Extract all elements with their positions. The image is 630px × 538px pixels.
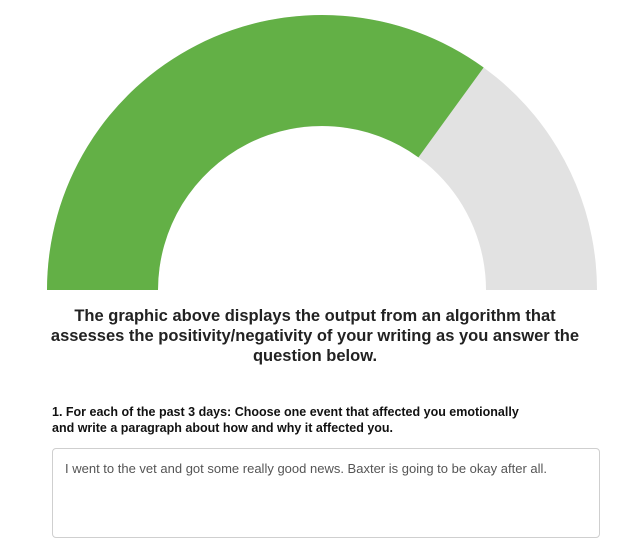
answer-text: I went to the vet and got some really go… bbox=[65, 461, 547, 476]
caption-line: The graphic above displays the output fr… bbox=[74, 307, 556, 325]
sentiment-gauge bbox=[47, 15, 597, 291]
question-prompt: 1. For each of the past 3 days: Choose o… bbox=[52, 404, 612, 436]
question-line: 1. For each of the past 3 days: Choose o… bbox=[52, 405, 519, 419]
question-line: and write a paragraph about how and why … bbox=[52, 421, 394, 435]
answer-textarea[interactable]: I went to the vet and got some really go… bbox=[52, 448, 600, 538]
gauge-fill bbox=[47, 15, 484, 291]
gauge-caption: The graphic above displays the output fr… bbox=[0, 306, 630, 366]
caption-line: question below. bbox=[252, 347, 378, 365]
caption-line: assesses the positivity/negativity of yo… bbox=[50, 327, 580, 345]
